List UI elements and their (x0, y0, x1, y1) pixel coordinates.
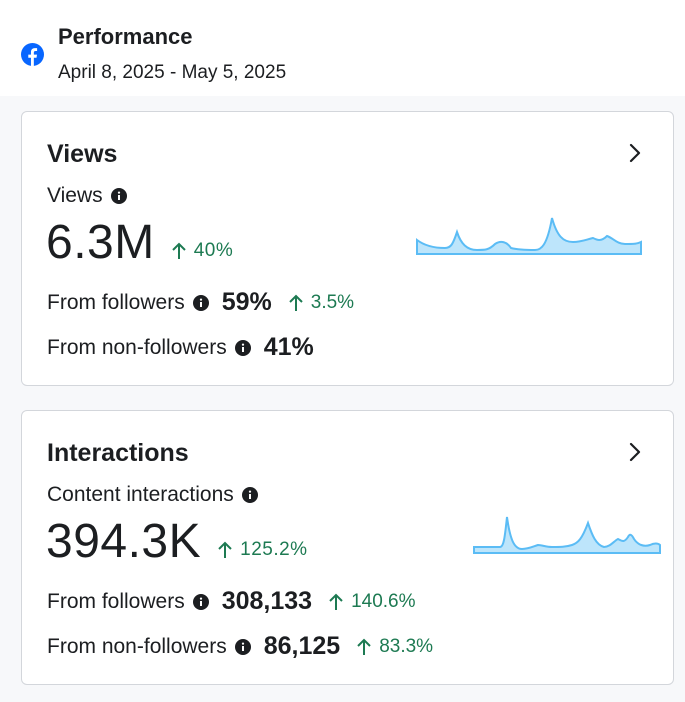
nonfollowers-row: From non-followers 86,125 83.3% (47, 632, 433, 661)
arrow-up-icon (289, 294, 303, 311)
arrow-up-icon (329, 593, 343, 610)
page-footer-space (0, 692, 685, 702)
chevron-right-icon[interactable] (627, 142, 643, 164)
page-title: Performance (58, 24, 193, 49)
trend-value: 83.3% (379, 635, 434, 657)
nonfollowers-row: From non-followers 41% (47, 333, 330, 362)
metric-value-text: 394.3K (46, 515, 202, 568)
card-title: Interactions (47, 439, 189, 467)
info-icon[interactable] (192, 294, 209, 311)
metric-label-text: Content interactions (47, 483, 234, 506)
header: Performance April 8, 2025 - May 5, 2025 (0, 0, 685, 96)
metric-label: Content interactions (47, 483, 258, 507)
trend-value: 125.2% (240, 539, 308, 560)
info-icon[interactable] (192, 593, 209, 610)
info-icon[interactable] (241, 487, 258, 503)
followers-row: From followers 59% 3.5% (47, 288, 354, 317)
nonfollowers-label: From non-followers (47, 335, 227, 359)
arrow-up-icon (172, 242, 186, 259)
metric-value-text: 6.3M (46, 216, 155, 269)
trend-value: 3.5% (310, 291, 355, 313)
views-card[interactable]: Views Views 6.3M 40% From followers 59% … (21, 111, 674, 386)
followers-label: From followers (47, 589, 185, 613)
card-title: Views (47, 140, 118, 168)
trend: 3.5% (288, 292, 354, 314)
trend: 40% (171, 240, 234, 262)
followers-label: From followers (47, 290, 185, 314)
metric-label-text: Views (47, 184, 103, 207)
metric-value: 394.3K 125.2% (46, 514, 308, 569)
nonfollowers-label: From non-followers (47, 634, 227, 658)
info-icon[interactable] (110, 188, 127, 204)
trend: 83.3% (356, 636, 433, 658)
nonfollowers-value: 86,125 (263, 632, 341, 660)
arrow-up-icon (218, 541, 232, 558)
date-range: April 8, 2025 - May 5, 2025 (58, 62, 287, 83)
metric-value: 6.3M 40% (46, 215, 233, 270)
followers-row: From followers 308,133 140.6% (47, 587, 416, 616)
interactions-sparkline (473, 516, 661, 554)
views-sparkline (416, 217, 642, 255)
followers-value: 59% (221, 288, 272, 316)
facebook-icon (21, 43, 44, 66)
arrow-up-icon (357, 638, 371, 655)
trend-value: 140.6% (351, 590, 416, 612)
nonfollowers-value: 41% (263, 333, 314, 361)
metric-label: Views (47, 184, 127, 208)
followers-value: 308,133 (221, 587, 313, 615)
interactions-card[interactable]: Interactions Content interactions 394.3K… (21, 410, 674, 685)
trend: 125.2% (217, 539, 307, 561)
chevron-right-icon[interactable] (627, 441, 643, 463)
info-icon[interactable] (234, 638, 251, 655)
trend: 140.6% (328, 590, 416, 613)
info-icon[interactable] (234, 339, 251, 356)
trend-value: 40% (193, 240, 234, 261)
